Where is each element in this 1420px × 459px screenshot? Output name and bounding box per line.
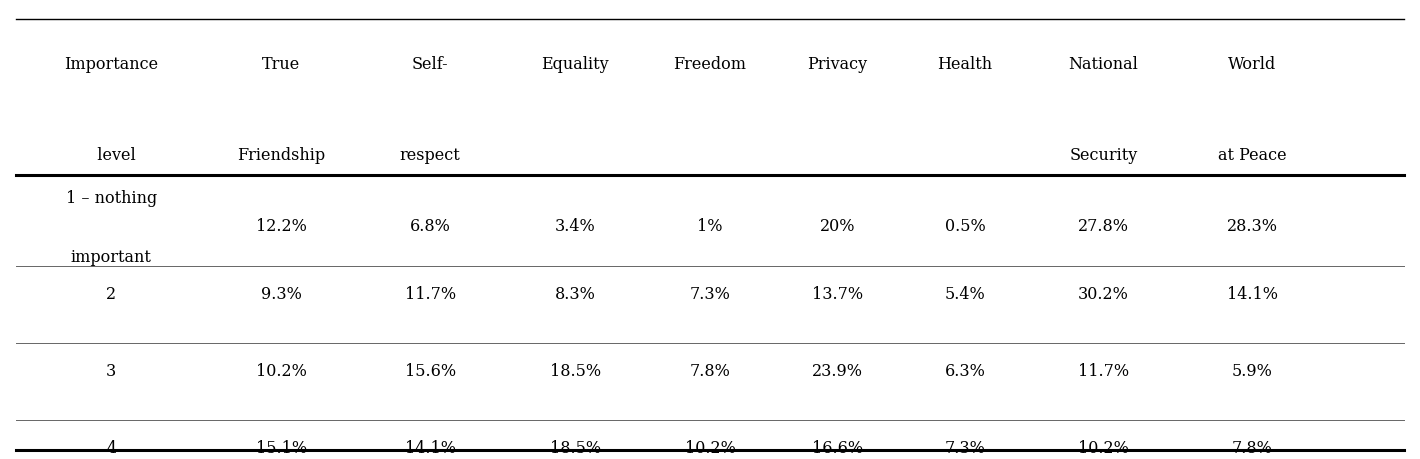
Text: Freedom: Freedom — [673, 56, 747, 73]
Text: 15.6%: 15.6% — [405, 362, 456, 379]
Text: Equality: Equality — [541, 56, 609, 73]
Text: 2: 2 — [106, 285, 116, 302]
Text: 27.8%: 27.8% — [1078, 217, 1129, 234]
Text: 8.3%: 8.3% — [555, 285, 596, 302]
Text: 1 – nothing: 1 – nothing — [65, 190, 156, 207]
Text: 12.2%: 12.2% — [256, 217, 307, 234]
Text: 3: 3 — [106, 362, 116, 379]
Text: 28.3%: 28.3% — [1227, 217, 1278, 234]
Text: 10.2%: 10.2% — [256, 362, 307, 379]
Text: 11.7%: 11.7% — [405, 285, 456, 302]
Text: level: level — [87, 146, 135, 163]
Text: 18.5%: 18.5% — [550, 362, 601, 379]
Text: Friendship: Friendship — [237, 146, 325, 163]
Text: 14.1%: 14.1% — [405, 439, 456, 456]
Text: 7.8%: 7.8% — [1231, 439, 1272, 456]
Text: 1%: 1% — [697, 217, 723, 234]
Text: 13.7%: 13.7% — [812, 285, 863, 302]
Text: 10.2%: 10.2% — [1078, 439, 1129, 456]
Text: 7.8%: 7.8% — [690, 362, 730, 379]
Text: World: World — [1228, 56, 1277, 73]
Text: 5.9%: 5.9% — [1231, 362, 1272, 379]
Text: True: True — [263, 56, 301, 73]
Text: Health: Health — [937, 56, 993, 73]
Text: respect: respect — [399, 146, 460, 163]
Text: 0.5%: 0.5% — [944, 217, 985, 234]
Text: National: National — [1068, 56, 1139, 73]
Text: 16.6%: 16.6% — [812, 439, 863, 456]
Text: Self-: Self- — [412, 56, 449, 73]
Text: important: important — [71, 248, 152, 265]
Text: 4: 4 — [106, 439, 116, 456]
Text: 5.4%: 5.4% — [944, 285, 985, 302]
Text: 14.1%: 14.1% — [1227, 285, 1278, 302]
Text: 23.9%: 23.9% — [812, 362, 863, 379]
Text: 7.3%: 7.3% — [690, 285, 730, 302]
Text: 10.2%: 10.2% — [684, 439, 736, 456]
Text: 6.8%: 6.8% — [409, 217, 450, 234]
Text: Security: Security — [1069, 146, 1137, 163]
Text: 15.1%: 15.1% — [256, 439, 307, 456]
Text: Importance: Importance — [64, 56, 158, 73]
Text: 20%: 20% — [819, 217, 855, 234]
Text: 6.3%: 6.3% — [944, 362, 985, 379]
Text: 3.4%: 3.4% — [555, 217, 596, 234]
Text: 9.3%: 9.3% — [261, 285, 301, 302]
Text: 18.5%: 18.5% — [550, 439, 601, 456]
Text: 11.7%: 11.7% — [1078, 362, 1129, 379]
Text: 30.2%: 30.2% — [1078, 285, 1129, 302]
Text: at Peace: at Peace — [1218, 146, 1287, 163]
Text: 7.3%: 7.3% — [944, 439, 985, 456]
Text: Privacy: Privacy — [808, 56, 868, 73]
